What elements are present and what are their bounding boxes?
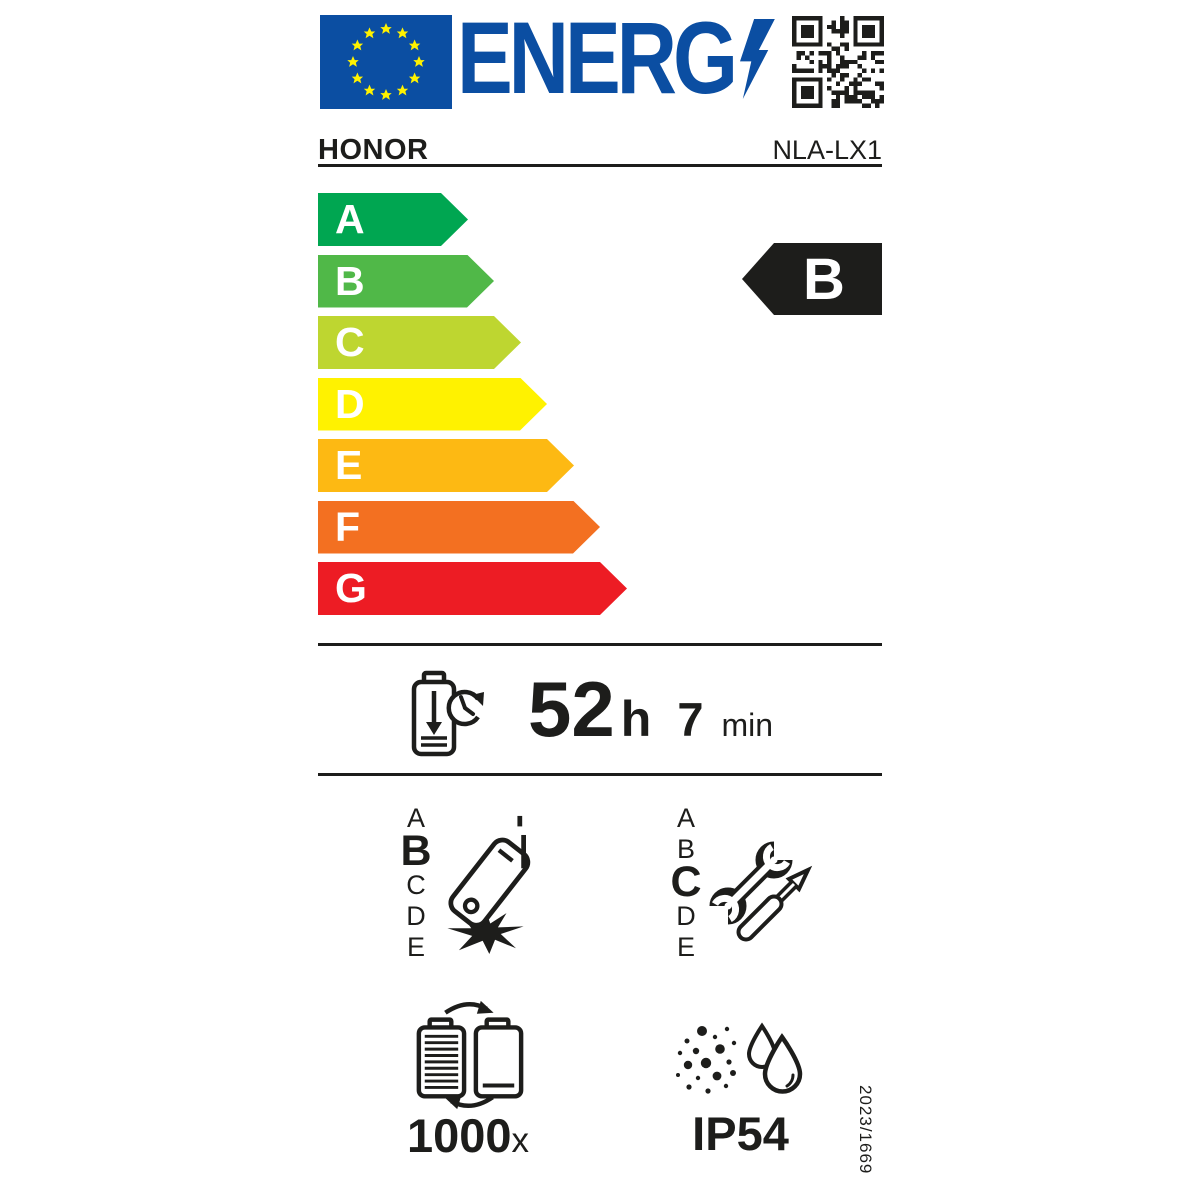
lightning-bolt-icon: [740, 19, 775, 99]
drop-scale-c: C: [406, 870, 426, 900]
qr-code: [792, 16, 884, 108]
energy-rating-letter: B: [803, 246, 845, 312]
drop-scale-b-rated: B: [400, 827, 432, 875]
battery-cycles-value: 1000x: [393, 1112, 543, 1159]
energy-class-c-arrow: C: [318, 316, 521, 369]
energy-class-g-arrow: G: [318, 562, 627, 615]
header-divider: [318, 164, 882, 167]
battery-endurance-icon: [411, 670, 484, 757]
brand-name: HONOR: [318, 134, 429, 166]
drop-reliability-scale: A B C D E: [394, 803, 438, 963]
battery-cycle-icon: [416, 1000, 524, 1110]
energy-class-f-label: F: [335, 503, 361, 550]
repair-scale-c-rated: C: [670, 858, 702, 906]
energy-class-f-arrow: F: [318, 501, 600, 554]
energy-class-d-arrow: D: [318, 378, 547, 431]
energy-class-g-label: G: [335, 565, 367, 611]
drop-scale-e: E: [406, 932, 425, 962]
regulation-number: 2023/1669: [856, 1085, 875, 1175]
repair-scale-e: E: [676, 932, 695, 962]
repair-scale-d: D: [676, 901, 696, 931]
endurance-hours-unit: h: [620, 691, 652, 747]
endurance-divider: [318, 773, 882, 776]
drop-scale-a: A: [406, 803, 425, 833]
eu-flag: [320, 15, 452, 109]
cycles-unit: x: [511, 1121, 530, 1160]
repairability-scale: A B C D E: [664, 803, 708, 963]
repair-scale-b: B: [676, 834, 695, 864]
energy-class-b-arrow: B: [318, 255, 494, 308]
cycles-number: 1000: [406, 1109, 512, 1162]
endurance-hours: 52: [528, 665, 615, 753]
endurance-minutes-unit: min: [721, 707, 774, 743]
ingress-protection-value: IP54: [692, 1107, 789, 1160]
energy-class-c-label: C: [335, 319, 365, 365]
energy-class-b-label: B: [335, 257, 365, 304]
scale-divider: [318, 643, 882, 646]
energy-class-a-arrow: A: [318, 193, 468, 246]
repair-tools-icon: [709, 841, 813, 942]
drop-scale-d: D: [406, 901, 426, 931]
repair-scale-a: A: [676, 803, 695, 833]
phone-drop-icon: [447, 815, 531, 955]
energy-class-e-label: E: [335, 442, 363, 488]
energy-logo-text: ENERG: [457, 1, 738, 115]
model-number: NLA-LX1: [772, 135, 882, 165]
energy-class-d-label: D: [335, 380, 365, 427]
energy-rating-arrow: B: [742, 243, 882, 315]
energy-class-e-arrow: E: [318, 439, 574, 492]
dust-and-water-icon: [676, 1022, 803, 1094]
endurance-minutes: 7: [677, 693, 704, 746]
energy-class-a-label: A: [335, 196, 365, 242]
battery-endurance-value: 52 h 7 min: [528, 670, 773, 748]
